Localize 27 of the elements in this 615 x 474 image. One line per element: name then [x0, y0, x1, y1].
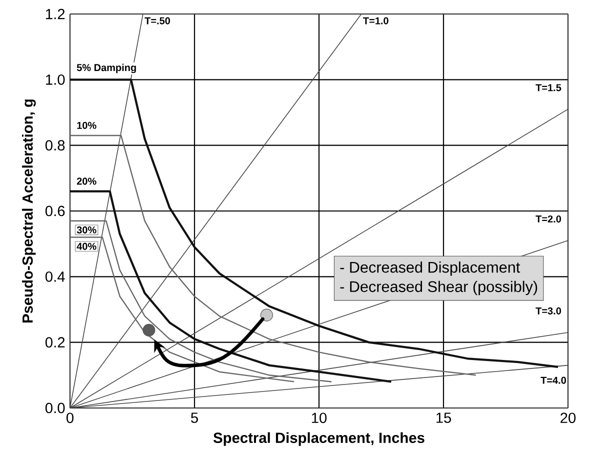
- x-axis-title: Spectral Displacement, Inches: [213, 432, 424, 446]
- series-label: T=3.0: [536, 307, 561, 314]
- series-label: 10%: [77, 122, 96, 129]
- y-axis-title: Pseudo-Spectral Acceleration, g: [22, 100, 36, 322]
- y-tick-label: 0.2: [45, 337, 65, 348]
- y-tick-label: 0.8: [45, 140, 65, 151]
- y-tick-label: 1.0: [46, 74, 65, 85]
- y-tick-label: 0.4: [45, 271, 65, 282]
- y-tick-label: 0.6: [45, 206, 65, 216]
- x-tick-label: 20: [560, 412, 576, 424]
- y-tick-label: 0.0: [45, 402, 65, 414]
- series-label: 30%: [76, 226, 96, 234]
- series-label: T=1.0: [363, 17, 388, 24]
- series-label: 20%: [76, 178, 96, 185]
- annotation: - Decreased Shear (possibly): [340, 280, 538, 296]
- x-tick-label: 15: [436, 412, 452, 423]
- x-tick-label: 10: [312, 412, 327, 424]
- y-tick-label: 1.2: [46, 8, 65, 20]
- series-label: T=2.0: [536, 215, 561, 223]
- series-label: T=.50: [144, 17, 170, 24]
- series-label: T=1.5: [536, 84, 562, 92]
- x-tick-label: 5: [191, 412, 198, 423]
- series-label: 5% Damping: [76, 64, 136, 74]
- annotation: - Decreased Displacement: [340, 261, 520, 276]
- series-label: 40%: [76, 242, 96, 250]
- series-label: T=4.0: [540, 376, 566, 384]
- x-tick-label: 0: [66, 412, 74, 424]
